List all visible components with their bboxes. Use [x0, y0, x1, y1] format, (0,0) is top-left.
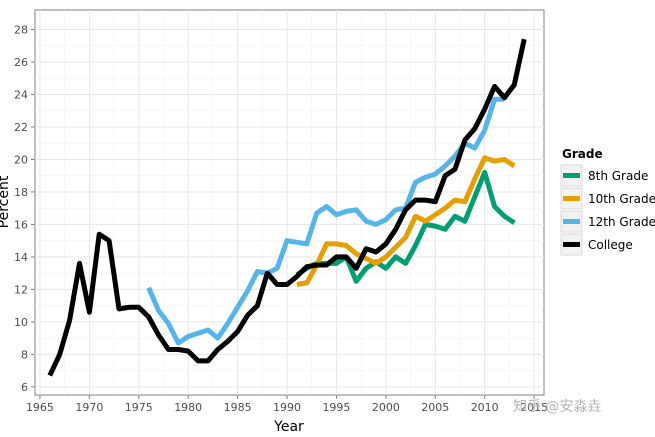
x-tick-label: 2000: [372, 401, 400, 414]
x-tick-label: 1985: [224, 401, 252, 414]
watermark: 知乎 @安淼垚: [513, 398, 601, 415]
series-line-12th-grade: [146, 96, 505, 346]
x-tick-label: 2005: [421, 401, 449, 414]
legend-label-college: College: [588, 238, 633, 252]
legend-items: 8th Grade 10th Grade 12th Grade College: [560, 164, 655, 256]
x-tick-label: 1980: [174, 401, 202, 414]
y-tick-label: 6: [21, 381, 28, 394]
y-tick-label: 22: [14, 121, 28, 134]
y-tick-label: 10: [14, 316, 28, 329]
x-tick-label: 2010: [471, 401, 499, 414]
y-tick-label: 14: [14, 251, 28, 264]
y-tick-label: 26: [14, 56, 28, 69]
y-tick-label: 24: [14, 88, 28, 101]
series-line-8th-grade: [295, 169, 516, 284]
y-axis-title: Percent: [0, 175, 12, 228]
y-axis: 6 8 10 12 14 16 18 20 22 24 26 28: [14, 23, 35, 394]
y-tick-label: 20: [14, 153, 28, 166]
x-tick-label: 1995: [322, 401, 350, 414]
plot-panel: [34, 9, 545, 396]
x-tick-label: 2015: [520, 401, 548, 414]
y-tick-label: 8: [21, 348, 28, 361]
y-tick-label: 18: [14, 186, 28, 199]
x-axis: 1965 1970 1975 1980 1985 1990 1995 2000 2005 2010…: [26, 395, 548, 414]
x-axis-title: Year: [273, 419, 304, 435]
legend: Grade 8th Grade 10th Grade 12th Grade Colle…: [560, 147, 655, 256]
legend-label-10th-grade: 10th Grade: [588, 192, 655, 206]
y-tick-label: 12: [14, 283, 28, 296]
series-line-10th-grade: [296, 155, 516, 287]
legend-title: Grade: [562, 147, 603, 161]
x-tick-label: 1965: [26, 401, 54, 414]
y-tick-label: 16: [14, 218, 28, 231]
x-tick-label: 1975: [125, 401, 153, 414]
legend-label-12th-grade: 12th Grade: [588, 215, 655, 229]
x-tick-label: 1970: [75, 401, 103, 414]
x-tick-label: 1990: [273, 401, 301, 414]
y-tick-label: 28: [14, 23, 28, 36]
series-layer: [47, 38, 527, 377]
series-line-college: [47, 38, 527, 377]
legend-label-8th-grade: 8th Grade: [588, 169, 648, 183]
